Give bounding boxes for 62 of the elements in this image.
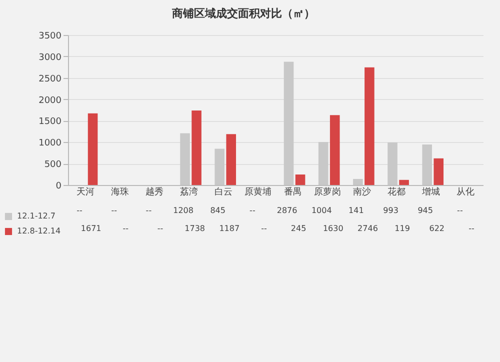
bar [180,133,190,185]
y-tick-label: 1500 [38,117,62,128]
bar [422,144,432,185]
data-label: 1187 [219,224,240,233]
data-label: 245 [290,224,306,233]
text: -- [111,206,117,215]
text: -- [468,224,474,233]
bar [353,178,363,185]
y-tick-label: 500 [44,160,62,170]
text: -- [157,224,164,233]
x-tick-label: 越秀 [145,186,164,198]
x-tick-label: 番禺 [284,186,302,198]
data-label: 1004 [311,206,332,215]
bar [214,148,224,185]
text: -- [122,224,129,233]
data-label: 2876 [276,206,298,215]
data-label: 1208 [173,206,194,215]
bar [295,174,306,185]
data-label: 141 [348,206,364,215]
data-label: 845 [210,206,226,215]
bar [88,113,98,185]
y-tick-label: 3500 [38,32,62,42]
legend-label: 12.8-12.14 [17,226,61,236]
bar [284,62,294,185]
x-tick-label: 原黄埔 [244,186,272,198]
bar [399,180,409,185]
y-tick-label: 2000 [38,96,62,106]
text: -- [146,206,152,215]
bar [330,115,340,185]
y-tick-label: 2500 [38,74,62,84]
x-tick-label: 天河 [76,186,94,198]
x-tick-label: 从化 [456,186,475,198]
data-label: 2746 [358,224,378,233]
data-label: 622 [429,224,445,233]
data-label: 119 [394,224,410,233]
data-label: 1671 [80,224,102,233]
data-label: 945 [418,206,433,215]
x-tick-label: 增城 [421,186,440,198]
y-tick-label: 0 [56,182,62,192]
x-tick-label: 白云 [214,186,233,198]
legend-label: 12.1-12.7 [17,212,56,220]
x-tick-label: 南沙 [352,186,371,198]
x-tick-label: 海珠 [110,186,129,198]
text: -- [250,206,256,215]
bar [192,110,202,185]
bar [364,67,374,185]
y-tick-label: 3000 [38,52,62,63]
bar [388,142,398,185]
data-label: 993 [383,206,398,215]
x-tick-label: 花都 [388,186,406,198]
y-tick-label: 1000 [38,138,62,149]
bar [434,158,444,185]
data-label: 1630 [322,224,344,233]
data-label: 1738 [184,224,205,233]
text: -- [76,206,82,215]
x-tick-label: 荔湾 [180,186,198,198]
bar [226,134,236,185]
text: -- [457,206,463,215]
text: -- [261,224,267,233]
x-tick-label: 原萝岗 [314,186,341,198]
bar [318,142,328,185]
chart-title: 商铺区域成交面积对比（㎡） [171,7,315,20]
